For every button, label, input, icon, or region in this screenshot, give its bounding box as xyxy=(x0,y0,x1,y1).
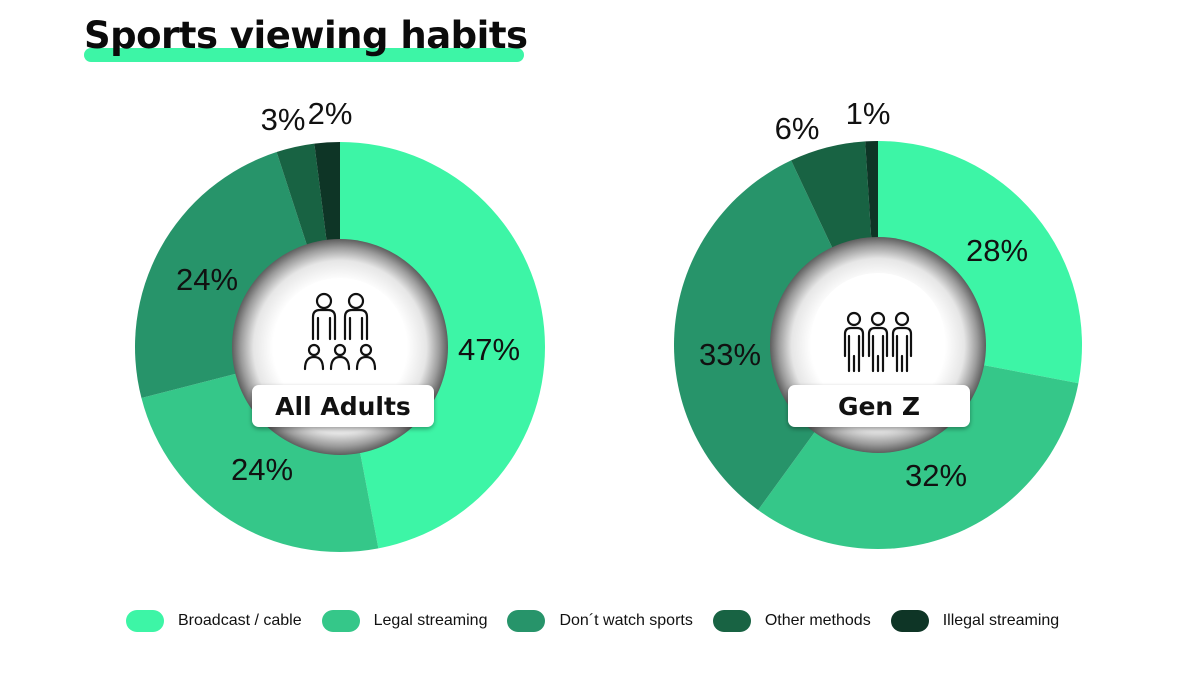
data-label-dont-watch-sports: 33% xyxy=(699,337,761,372)
legend-label: Legal streaming xyxy=(373,612,488,629)
data-label-dont-watch-sports: 24% xyxy=(176,262,238,297)
legend-item-dont-watch-sports: Don´t watch sports xyxy=(507,610,693,632)
legend-swatch xyxy=(890,610,929,632)
adults-and-children-icon xyxy=(303,292,377,371)
slice-legal-streaming xyxy=(758,345,1079,550)
data-label-legal-streaming: 32% xyxy=(905,458,967,493)
legend-label: Broadcast / cable xyxy=(178,612,302,629)
center-label: Gen Z xyxy=(838,392,920,421)
center-label-box xyxy=(252,385,434,427)
legend-swatch xyxy=(712,610,751,632)
donut-all-adults: All Adults 47% 24% 24% 3% 2% xyxy=(134,96,546,553)
legend-item-illegal-streaming: Illegal streaming xyxy=(890,610,1060,632)
data-label-illegal-streaming: 2% xyxy=(308,96,353,131)
legend: Broadcast / cable Legal streaming Don´t wa… xyxy=(126,610,1079,632)
icon-badge xyxy=(811,273,945,407)
page-title: Sports viewing habits xyxy=(84,14,528,57)
legend-label: Illegal streaming xyxy=(942,612,1060,629)
three-young-people-icon xyxy=(843,311,913,373)
data-label-other-methods: 3% xyxy=(261,102,306,137)
donut-gen-z: Gen Z 28% 32% 33% 6% 1% xyxy=(674,96,1083,550)
center-label-box xyxy=(788,385,970,427)
title-underline xyxy=(84,48,524,62)
center-label: All Adults xyxy=(275,392,411,421)
legend-label: Don´t watch sports xyxy=(559,612,693,629)
donut-charts: All Adults 47% 24% 24% 3% 2% Gen Z 28% 32% 33%… xyxy=(134,96,1083,553)
data-label-broadcast-cable: 47% xyxy=(458,332,520,367)
data-label-legal-streaming: 24% xyxy=(231,452,293,487)
legend-item-other-methods: Other methods xyxy=(712,610,871,632)
legend-swatch xyxy=(507,610,546,632)
data-label-illegal-streaming: 1% xyxy=(846,96,891,131)
legend-label: Other methods xyxy=(764,612,871,629)
data-label-broadcast-cable: 28% xyxy=(966,233,1028,268)
title-block: Sports viewing habits xyxy=(84,10,528,62)
data-label-other-methods: 6% xyxy=(775,111,820,146)
legend-swatch xyxy=(321,610,360,632)
legend-swatch xyxy=(126,610,164,632)
legend-item-legal-streaming: Legal streaming xyxy=(321,610,488,632)
legend-item-broadcast-cable: Broadcast / cable xyxy=(126,610,302,632)
